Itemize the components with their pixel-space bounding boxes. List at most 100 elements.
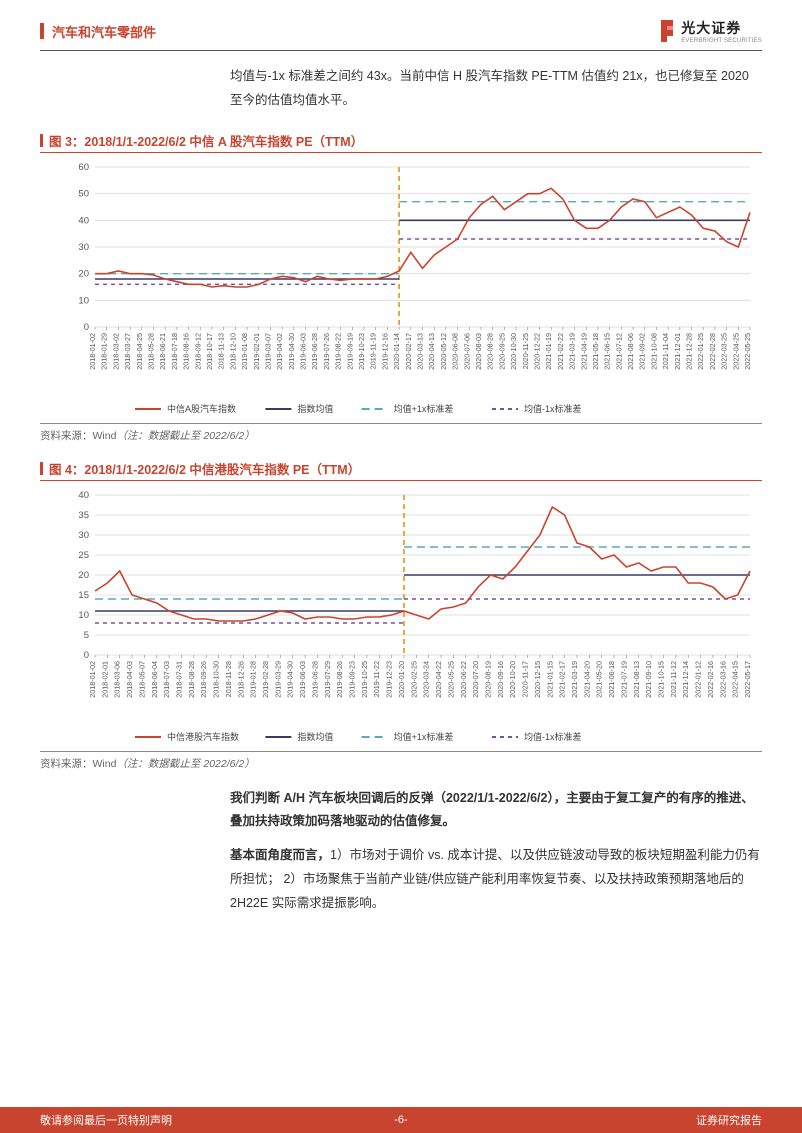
svg-text:2021-09-10: 2021-09-10 <box>644 661 653 698</box>
svg-text:2020-12-22: 2020-12-22 <box>532 333 541 370</box>
svg-text:2021-11-04: 2021-11-04 <box>661 333 670 369</box>
svg-text:2018-11-28: 2018-11-28 <box>224 661 233 697</box>
fig4-svg: 05101520253035402018-01-022018-02-012018… <box>40 487 760 747</box>
svg-text:均值+1x标准差: 均值+1x标准差 <box>394 731 454 742</box>
svg-text:2020-09-16: 2020-09-16 <box>496 661 505 698</box>
svg-text:2020-01-20: 2020-01-20 <box>397 661 406 698</box>
svg-text:2020-09-25: 2020-09-25 <box>497 333 506 370</box>
svg-text:2019-11-22: 2019-11-22 <box>372 661 381 697</box>
svg-text:2020-11-17: 2020-11-17 <box>521 661 530 697</box>
fig4-source-prefix: 资料来源：Wind <box>40 758 116 770</box>
svg-text:2018-07-03: 2018-07-03 <box>162 661 171 698</box>
svg-text:均值-1x标准差: 均值-1x标准差 <box>524 403 582 414</box>
header-rule <box>40 50 762 51</box>
svg-text:2022-02-28: 2022-02-28 <box>708 333 717 370</box>
logo-text-cn: 光大证券 <box>681 18 762 38</box>
svg-text:2019-07-29: 2019-07-29 <box>323 661 332 698</box>
company-logo: 光大证券 EVERBRIGHT SECURITIES <box>657 18 762 44</box>
svg-text:2019-06-28: 2019-06-28 <box>310 661 319 698</box>
svg-text:15: 15 <box>78 590 89 601</box>
svg-text:2019-12-23: 2019-12-23 <box>385 661 394 698</box>
header-section: 汽车和汽车零部件 <box>40 22 156 41</box>
svg-text:2019-02-28: 2019-02-28 <box>261 661 270 698</box>
svg-text:2021-04-19: 2021-04-19 <box>579 333 588 370</box>
svg-text:2020-05-25: 2020-05-25 <box>446 661 455 698</box>
svg-text:2018-10-30: 2018-10-30 <box>212 661 221 698</box>
fig4-source: 资料来源：Wind（注：数据截止至 2022/6/2） <box>40 752 762 787</box>
svg-text:2021-05-20: 2021-05-20 <box>595 661 604 698</box>
fig-title-bar <box>40 134 43 147</box>
svg-text:2022-05-25: 2022-05-25 <box>743 333 752 370</box>
fig3-chart: 01020304050602018-01-022018-01-292018-03… <box>40 159 762 419</box>
svg-text:2019-07-26: 2019-07-26 <box>322 333 331 370</box>
svg-text:2019-08-22: 2019-08-22 <box>334 333 343 370</box>
svg-text:2020-06-22: 2020-06-22 <box>459 661 468 698</box>
svg-text:2018-11-13: 2018-11-13 <box>217 333 226 369</box>
fig4-chart: 05101520253035402018-01-022018-02-012018… <box>40 487 762 747</box>
fig3-title-row: 图 3：2018/1/1-2022/6/2 中信 A 股汽车指数 PE（TTM） <box>40 131 762 150</box>
svg-text:2018-02-01: 2018-02-01 <box>100 661 109 698</box>
svg-text:2020-08-28: 2020-08-28 <box>486 333 495 370</box>
svg-text:2018-03-27: 2018-03-27 <box>123 333 132 370</box>
svg-text:2021-01-19: 2021-01-19 <box>544 333 553 370</box>
svg-text:2020-05-12: 2020-05-12 <box>439 333 448 370</box>
svg-text:2018-01-29: 2018-01-29 <box>100 333 109 370</box>
svg-text:60: 60 <box>78 162 89 173</box>
logo-text-en: EVERBRIGHT SECURITIES <box>681 38 762 44</box>
fig3-rule <box>40 152 762 153</box>
svg-text:2018-12-26: 2018-12-26 <box>236 661 245 698</box>
svg-text:2022-01-12: 2022-01-12 <box>694 661 703 698</box>
svg-text:5: 5 <box>84 630 89 641</box>
svg-text:指数均值: 指数均值 <box>297 731 333 742</box>
svg-text:2020-11-25: 2020-11-25 <box>521 332 530 368</box>
svg-text:2020-03-24: 2020-03-24 <box>422 661 431 698</box>
svg-text:2021-04-20: 2021-04-20 <box>582 661 591 698</box>
svg-text:2019-09-23: 2019-09-23 <box>348 661 357 698</box>
svg-text:2020-02-25: 2020-02-25 <box>409 661 418 698</box>
svg-text:2018-10-17: 2018-10-17 <box>205 333 214 370</box>
body-para1-text: 我们判断 A/H 汽车板块回调后的反弹（2022/1/1-2022/6/2），主… <box>230 791 754 829</box>
svg-text:2019-03-29: 2019-03-29 <box>273 661 282 698</box>
fig3-title: 图 3：2018/1/1-2022/6/2 中信 A 股汽车指数 PE（TTM） <box>49 131 363 150</box>
svg-text:2019-06-03: 2019-06-03 <box>298 661 307 698</box>
svg-text:2021-03-19: 2021-03-19 <box>568 333 577 370</box>
svg-text:2021-10-08: 2021-10-08 <box>649 333 658 370</box>
footer-right: 证券研究报告 <box>696 1112 762 1128</box>
svg-text:2020-01-14: 2020-01-14 <box>392 333 401 370</box>
fig4-title: 图 4：2018/1/1-2022/6/2 中信港股汽车指数 PE（TTM） <box>49 459 360 478</box>
svg-text:2022-02-16: 2022-02-16 <box>706 661 715 698</box>
svg-text:2018-06-04: 2018-06-04 <box>150 661 159 698</box>
svg-text:20: 20 <box>78 570 89 581</box>
svg-text:2018-01-02: 2018-01-02 <box>88 333 97 370</box>
svg-text:2022-04-25: 2022-04-25 <box>731 333 740 370</box>
svg-text:2019-01-28: 2019-01-28 <box>249 661 258 698</box>
svg-text:指数均值: 指数均值 <box>297 403 333 414</box>
svg-text:2018-03-02: 2018-03-02 <box>111 333 120 370</box>
fig4-title-row: 图 4：2018/1/1-2022/6/2 中信港股汽车指数 PE（TTM） <box>40 459 762 478</box>
svg-text:2020-03-13: 2020-03-13 <box>416 333 425 370</box>
svg-text:2022-04-15: 2022-04-15 <box>731 661 740 698</box>
svg-text:2019-10-25: 2019-10-25 <box>360 661 369 698</box>
svg-text:2021-02-22: 2021-02-22 <box>556 333 565 370</box>
body-para2-lead: 基本面角度而言， <box>230 848 330 862</box>
svg-text:2021-06-18: 2021-06-18 <box>607 661 616 698</box>
svg-text:2020-08-19: 2020-08-19 <box>483 661 492 698</box>
section-title: 汽车和汽车零部件 <box>52 22 156 41</box>
svg-text:2019-11-19: 2019-11-19 <box>369 333 378 369</box>
svg-text:2022-05-17: 2022-05-17 <box>743 661 752 698</box>
svg-text:2019-04-30: 2019-04-30 <box>286 661 295 698</box>
svg-text:均值-1x标准差: 均值-1x标准差 <box>524 731 582 742</box>
svg-text:2018-04-25: 2018-04-25 <box>135 333 144 370</box>
page-header: 汽车和汽车零部件 光大证券 EVERBRIGHT SECURITIES <box>0 0 802 50</box>
svg-text:10: 10 <box>78 610 89 621</box>
svg-text:2020-12-15: 2020-12-15 <box>533 661 542 698</box>
svg-text:2018-05-28: 2018-05-28 <box>146 333 155 370</box>
page-footer: 敬请参阅最后一页特别声明 -6- 证券研究报告 <box>0 1107 802 1133</box>
svg-text:25: 25 <box>78 550 89 561</box>
svg-text:2022-03-16: 2022-03-16 <box>718 661 727 698</box>
svg-text:2019-09-19: 2019-09-19 <box>345 333 354 370</box>
svg-text:2019-03-07: 2019-03-07 <box>263 333 272 370</box>
svg-text:2018-03-06: 2018-03-06 <box>113 661 122 698</box>
svg-text:2018-09-26: 2018-09-26 <box>199 661 208 698</box>
svg-text:2021-12-01: 2021-12-01 <box>673 333 682 370</box>
